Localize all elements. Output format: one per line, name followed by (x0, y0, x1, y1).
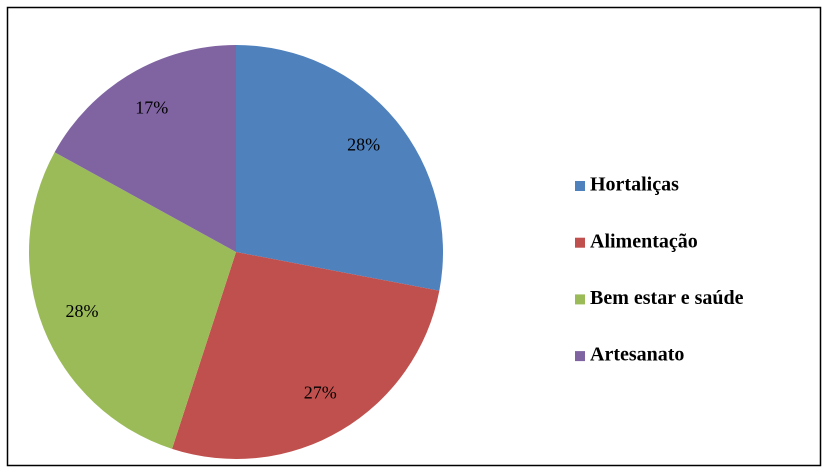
legend-label: Bem estar e saúde (590, 287, 744, 309)
legend-swatch (575, 294, 585, 305)
legend-label: Hortaliças (590, 174, 679, 196)
pie-slice (172, 252, 440, 460)
legend-swatch (575, 351, 585, 362)
legend-swatch (575, 237, 585, 248)
data-label: 28% (66, 301, 99, 321)
data-label: 28% (347, 135, 380, 155)
legend-label: Artesanato (590, 344, 684, 366)
data-label: 17% (135, 98, 168, 118)
pie-slice (29, 152, 236, 449)
data-label: 27% (304, 383, 337, 403)
pie-slice (236, 45, 444, 291)
legend-swatch (575, 181, 585, 191)
pie-slice (54, 45, 236, 252)
legend-label: Alimentação (590, 230, 698, 252)
